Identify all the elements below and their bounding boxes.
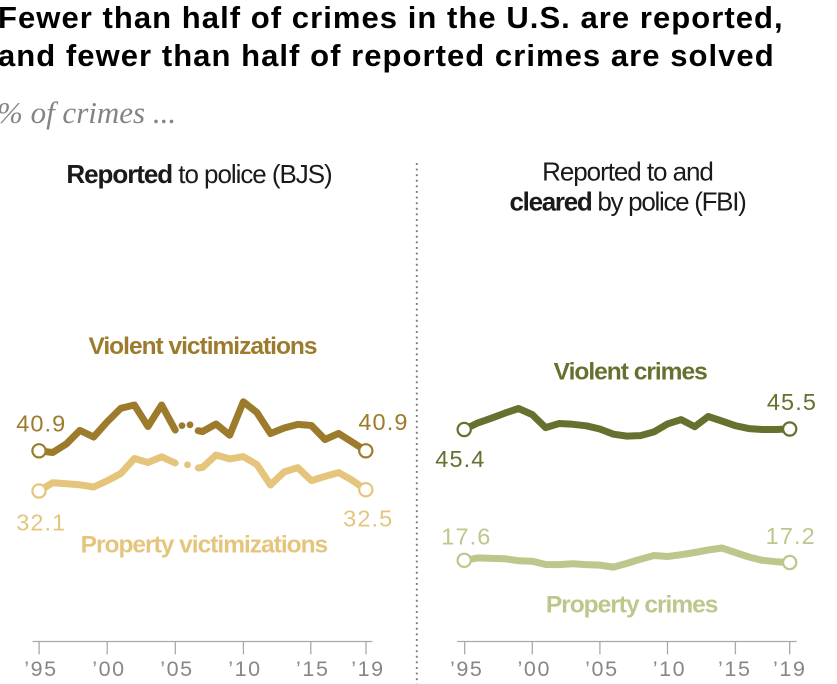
svg-text:’05: ’05 [160, 657, 194, 681]
svg-text:Violent crimes: Violent crimes [554, 358, 707, 385]
svg-text:’19: ’19 [773, 657, 807, 681]
svg-text:Violent victimizations: Violent victimizations [88, 333, 316, 360]
svg-text:’10: ’10 [228, 657, 262, 681]
svg-text:’00: ’00 [518, 657, 552, 681]
svg-text:’10: ’10 [653, 657, 687, 681]
svg-text:’95: ’95 [450, 657, 484, 681]
svg-text:32.5: 32.5 [343, 505, 393, 531]
svg-text:Property victimizations: Property victimizations [81, 531, 328, 558]
svg-text:and fewer than half of reporte: and fewer than half of reported crimes a… [0, 38, 775, 73]
svg-text:40.9: 40.9 [358, 409, 408, 435]
svg-text:45.4: 45.4 [435, 446, 485, 472]
svg-text:’19: ’19 [351, 657, 385, 681]
svg-text:cleared by police (FBI): cleared by police (FBI) [510, 187, 747, 217]
svg-text:17.2: 17.2 [766, 523, 816, 549]
svg-text:’15: ’15 [718, 657, 752, 681]
svg-text:’95: ’95 [24, 657, 58, 681]
svg-text:Fewer than half of crimes in t: Fewer than half of crimes in the U.S. ar… [0, 0, 784, 35]
svg-text:% of crimes ...: % of crimes ... [0, 95, 176, 130]
svg-text:Reported to and: Reported to and [542, 157, 713, 187]
svg-text:Property crimes: Property crimes [546, 592, 718, 619]
svg-text:32.1: 32.1 [16, 510, 66, 536]
svg-text:40.9: 40.9 [16, 410, 66, 436]
svg-text:45.5: 45.5 [767, 389, 817, 415]
svg-text:’05: ’05 [585, 657, 619, 681]
svg-text:17.6: 17.6 [441, 523, 491, 549]
svg-text:’00: ’00 [92, 657, 126, 681]
svg-text:’15: ’15 [296, 657, 330, 681]
svg-text:Reported to police (BJS): Reported to police (BJS) [66, 159, 332, 189]
